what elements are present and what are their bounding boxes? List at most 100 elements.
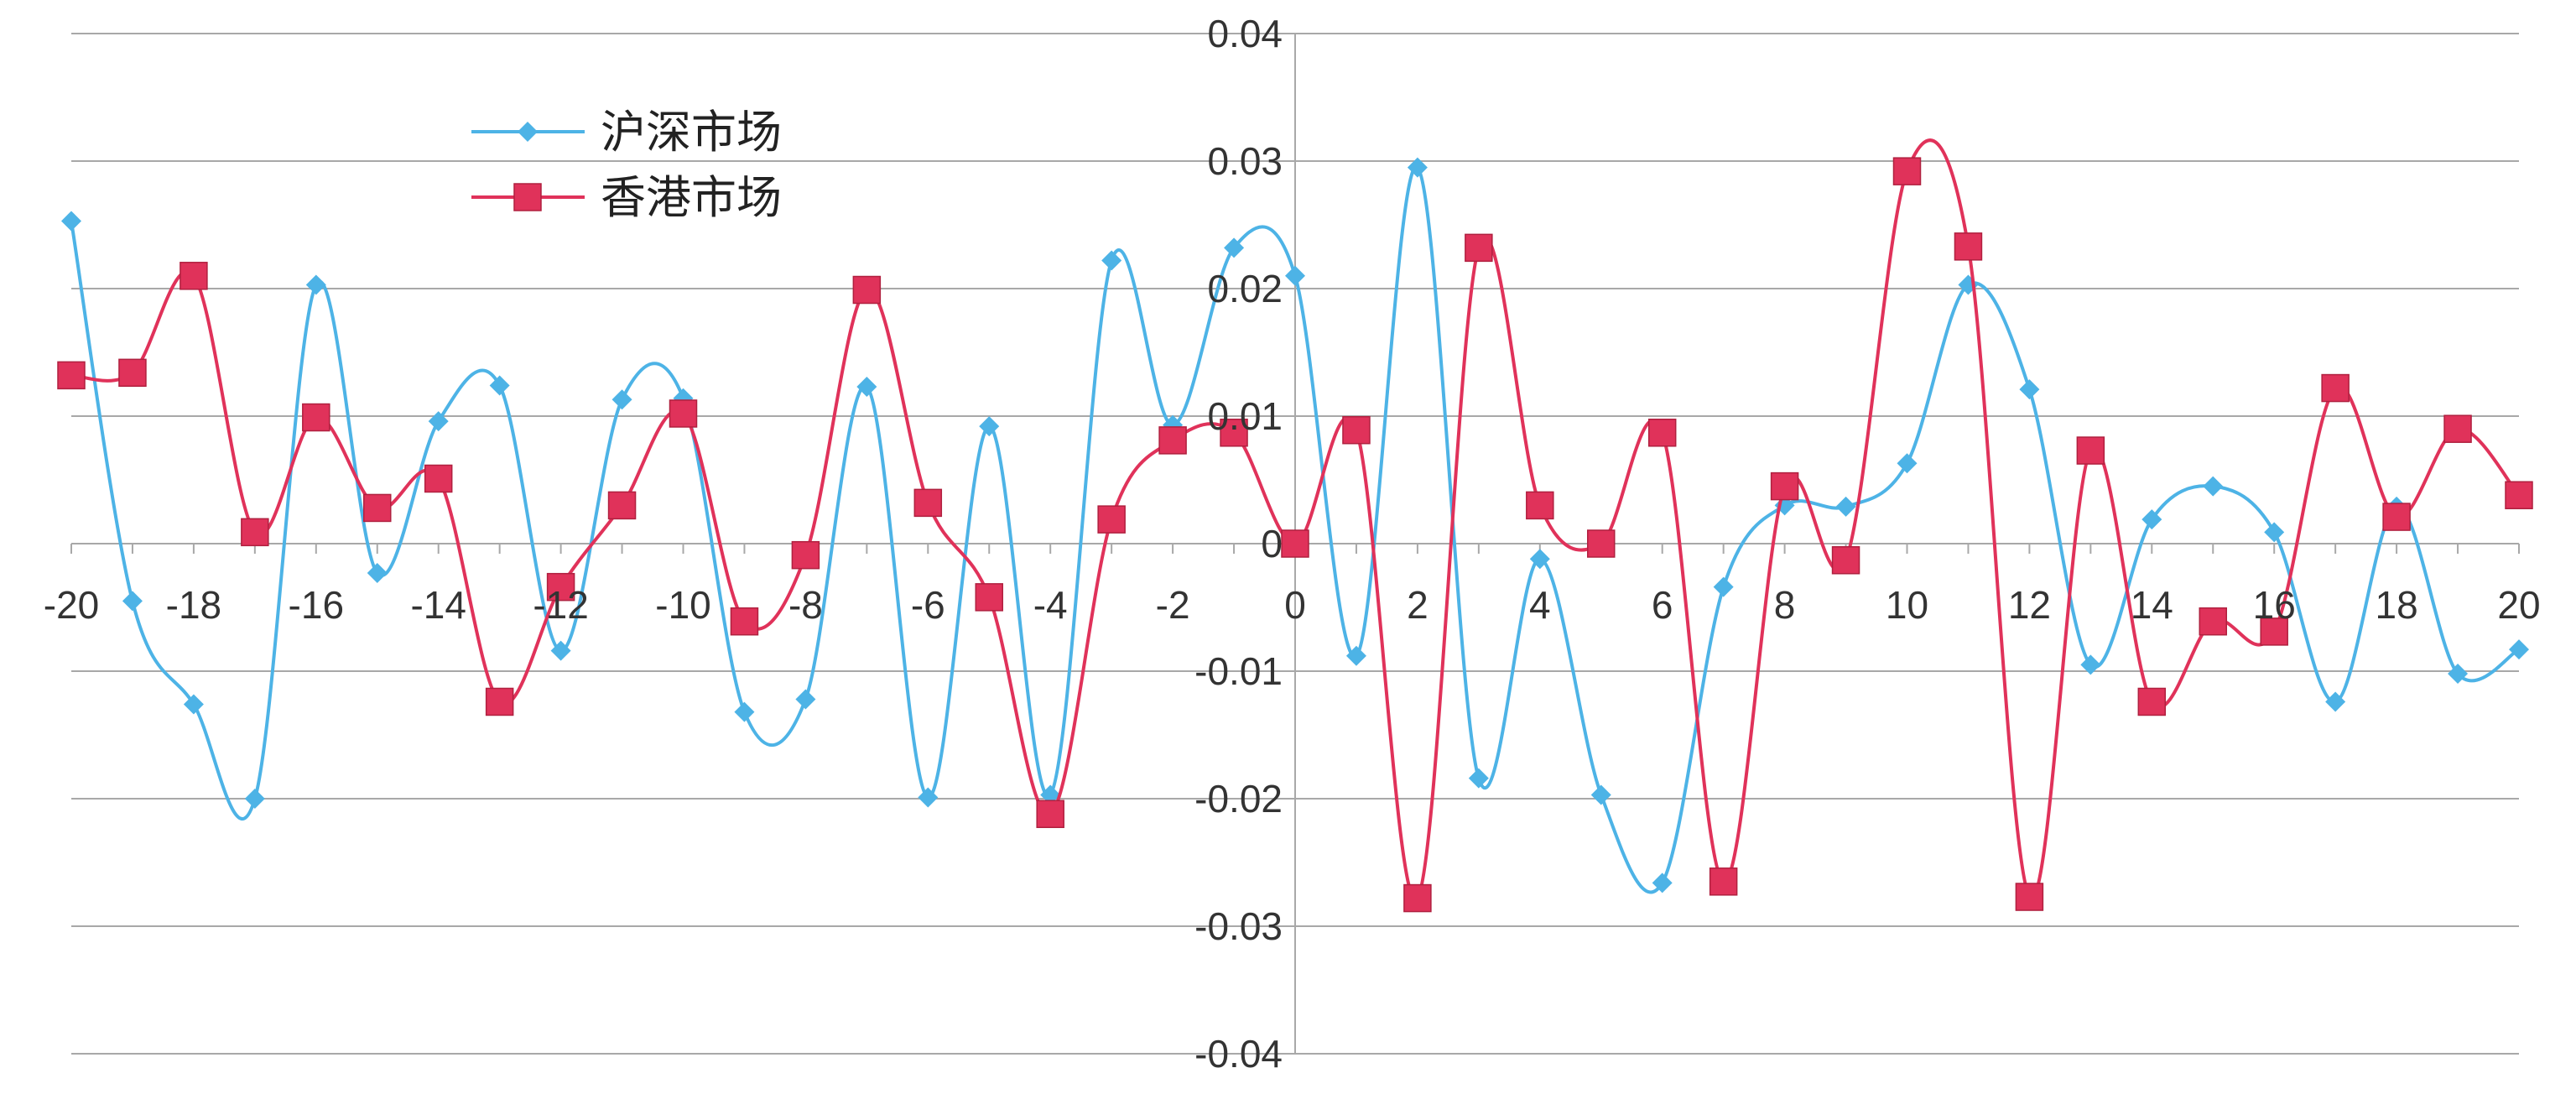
data-point-shanghai-shenzhen xyxy=(489,375,510,396)
data-point-shanghai-shenzhen xyxy=(1101,250,1122,271)
x-tick-label: 14 xyxy=(2131,583,2173,627)
data-point-hong-kong xyxy=(607,491,637,520)
data-point-hong-kong xyxy=(302,403,330,432)
data-point-hong-kong xyxy=(2260,617,2288,646)
y-tick-label: -0.01 xyxy=(1194,649,1283,693)
data-point-hong-kong xyxy=(1036,800,1064,828)
data-point-hong-kong xyxy=(2443,414,2472,443)
data-point-hong-kong xyxy=(2076,436,2105,465)
legend-swatch-marker xyxy=(513,183,542,211)
data-point-shanghai-shenzhen xyxy=(2325,691,2346,712)
data-point-shanghai-shenzhen xyxy=(367,562,388,583)
data-point-hong-kong xyxy=(1709,867,1738,896)
data-point-hong-kong xyxy=(241,518,269,547)
data-point-hong-kong xyxy=(2505,481,2533,509)
series-lines xyxy=(57,138,2533,913)
x-tick-label: 0 xyxy=(1284,583,1306,627)
y-tick-label: 0 xyxy=(1261,522,1283,565)
data-point-hong-kong xyxy=(1342,415,1371,445)
data-point-hong-kong xyxy=(791,540,820,570)
x-tick-label: 10 xyxy=(1886,583,1928,627)
data-point-hong-kong xyxy=(669,399,698,428)
x-tick-label: 4 xyxy=(1529,583,1551,627)
x-tick-label: -8 xyxy=(788,583,823,627)
y-tick-label: 0.01 xyxy=(1207,394,1283,438)
data-point-shanghai-shenzhen xyxy=(61,211,81,232)
data-point-hong-kong xyxy=(1281,529,1309,558)
data-point-hong-kong xyxy=(2015,883,2044,911)
x-tick-label: -16 xyxy=(289,583,344,627)
data-point-shanghai-shenzhen xyxy=(611,389,632,410)
data-point-shanghai-shenzhen xyxy=(2080,654,2101,675)
data-point-shanghai-shenzhen xyxy=(1345,645,1366,666)
data-point-shanghai-shenzhen xyxy=(2019,379,2040,400)
data-point-shanghai-shenzhen xyxy=(1897,453,1918,474)
data-point-hong-kong xyxy=(1097,505,1126,534)
x-tick-label: 20 xyxy=(2497,583,2540,627)
x-tick-label: 8 xyxy=(1774,583,1796,627)
x-tick-label: 6 xyxy=(1652,583,1673,627)
data-point-hong-kong xyxy=(730,607,759,636)
data-point-hong-kong xyxy=(363,493,392,523)
data-point-shanghai-shenzhen xyxy=(2203,476,2224,497)
data-point-hong-kong xyxy=(1220,419,1248,447)
legend-swatch-marker xyxy=(518,122,538,142)
data-point-shanghai-shenzhen xyxy=(1652,873,1673,893)
data-point-shanghai-shenzhen xyxy=(305,274,326,295)
data-point-hong-kong xyxy=(2199,607,2227,636)
x-tick-label: 16 xyxy=(2253,583,2296,627)
data-point-hong-kong xyxy=(546,572,575,602)
data-point-hong-kong xyxy=(2382,503,2411,531)
y-tick-label: -0.04 xyxy=(1194,1032,1283,1076)
x-tick-label: -6 xyxy=(911,583,945,627)
data-point-shanghai-shenzhen xyxy=(122,591,143,612)
data-point-hong-kong xyxy=(1587,529,1616,558)
data-point-hong-kong xyxy=(913,488,943,518)
x-tick-label: -14 xyxy=(410,583,466,627)
data-point-shanghai-shenzhen xyxy=(2264,522,2285,543)
data-point-hong-kong xyxy=(1158,426,1187,455)
data-point-shanghai-shenzhen xyxy=(1407,157,1428,178)
data-point-shanghai-shenzhen xyxy=(1285,265,1305,286)
x-tick-label: 18 xyxy=(2376,583,2418,627)
data-point-hong-kong xyxy=(852,275,882,305)
data-point-hong-kong xyxy=(118,358,147,388)
data-point-hong-kong xyxy=(975,583,1003,612)
x-tick-label: -10 xyxy=(655,583,710,627)
x-tick-label: -4 xyxy=(1033,583,1068,627)
legend-entry-hong-kong: 香港市场 xyxy=(471,173,782,223)
data-point-hong-kong xyxy=(1647,419,1677,447)
data-point-shanghai-shenzhen xyxy=(1590,784,1611,805)
data-point-hong-kong xyxy=(1526,491,1554,520)
data-point-shanghai-shenzhen xyxy=(428,411,449,432)
data-point-hong-kong xyxy=(180,262,208,290)
series-hong-kong xyxy=(57,138,2533,913)
data-point-shanghai-shenzhen xyxy=(918,787,939,808)
x-tick-label: 12 xyxy=(2008,583,2051,627)
data-point-hong-kong xyxy=(1403,883,1432,913)
x-tick-label: -18 xyxy=(166,583,221,627)
data-point-shanghai-shenzhen xyxy=(734,701,755,722)
legend-label-shanghai-shenzhen: 沪深市场 xyxy=(601,107,782,158)
x-tick-label: -2 xyxy=(1156,583,1190,627)
y-tick-label: 0.03 xyxy=(1207,139,1283,183)
y-tick-label: -0.03 xyxy=(1194,904,1283,948)
data-point-shanghai-shenzhen xyxy=(856,377,877,398)
x-tick-label: -12 xyxy=(533,583,588,627)
legend-entry-shanghai-shenzhen: 沪深市场 xyxy=(471,107,782,158)
data-point-shanghai-shenzhen xyxy=(2141,509,2162,530)
data-point-shanghai-shenzhen xyxy=(1529,549,1550,570)
data-point-hong-kong xyxy=(1831,546,1860,575)
data-point-hong-kong xyxy=(1954,232,1983,261)
y-tick-labels: -0.04 -0.03 -0.02 -0.01 0 0.01 0.02 0.03 0.04 xyxy=(1194,12,1283,1076)
data-point-shanghai-shenzhen xyxy=(979,416,1000,437)
y-tick-label: 0.04 xyxy=(1207,12,1283,55)
data-point-shanghai-shenzhen xyxy=(795,689,816,710)
data-point-hong-kong xyxy=(57,361,86,390)
data-point-shanghai-shenzhen xyxy=(1040,784,1061,805)
data-point-shanghai-shenzhen xyxy=(183,694,204,715)
data-point-hong-kong xyxy=(1892,157,1922,185)
